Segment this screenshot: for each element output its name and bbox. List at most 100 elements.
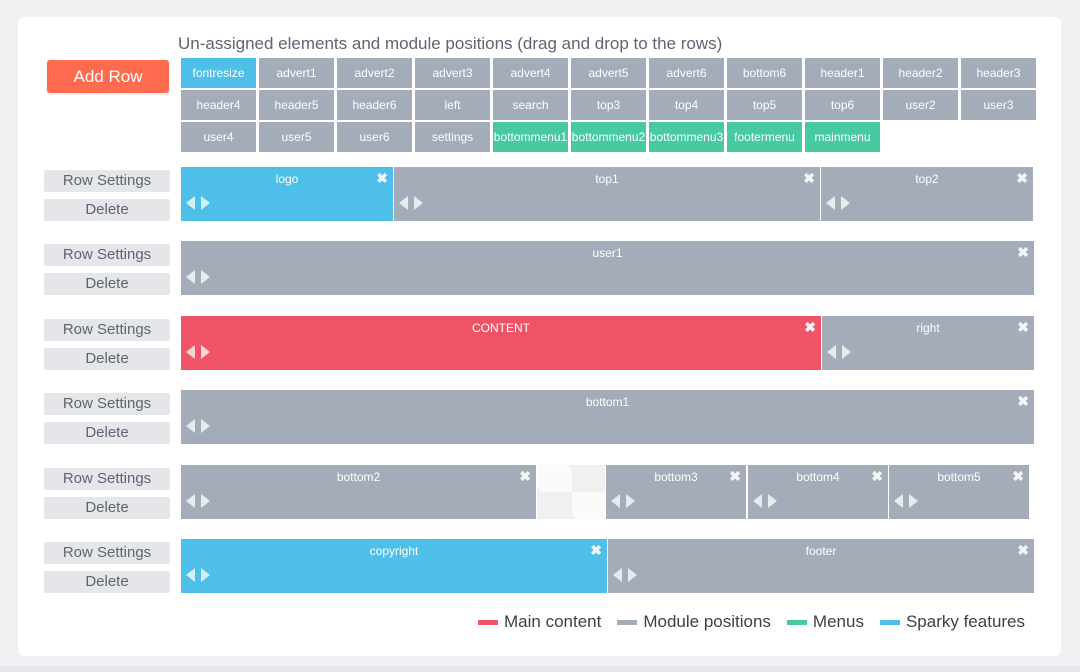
block-label: bottom1 xyxy=(585,395,630,409)
row-block-footer[interactable]: footer ✖ xyxy=(608,539,1034,593)
grow-right-icon[interactable] xyxy=(841,196,850,210)
grow-right-icon[interactable] xyxy=(628,568,637,582)
row-block-top2[interactable]: top2 ✖ xyxy=(821,167,1033,221)
unassigned-item-advert1[interactable]: advert1 xyxy=(259,58,334,88)
close-icon[interactable]: ✖ xyxy=(1016,170,1028,186)
grow-right-icon[interactable] xyxy=(414,196,423,210)
unassigned-item-mainmenu[interactable]: mainmenu xyxy=(805,122,880,152)
close-icon[interactable]: ✖ xyxy=(519,468,531,484)
row-delete-button[interactable]: Delete xyxy=(44,497,170,519)
grow-right-icon[interactable] xyxy=(201,568,210,582)
unassigned-item-header6[interactable]: header6 xyxy=(337,90,412,120)
grow-right-icon[interactable] xyxy=(909,494,918,508)
row-settings-button[interactable]: Row Settings xyxy=(44,244,170,266)
shrink-left-icon[interactable] xyxy=(186,270,195,284)
unassigned-item-advert3[interactable]: advert3 xyxy=(415,58,490,88)
unassigned-item-user3[interactable]: user3 xyxy=(961,90,1036,120)
row-block-bottom1[interactable]: bottom1 ✖ xyxy=(181,390,1034,444)
close-icon[interactable]: ✖ xyxy=(1017,542,1029,558)
close-icon[interactable]: ✖ xyxy=(804,319,816,335)
row-block-bottom3[interactable]: bottom3 ✖ xyxy=(606,465,746,519)
unassigned-item-search[interactable]: search xyxy=(493,90,568,120)
row-block-content[interactable]: CONTENT ✖ xyxy=(181,316,821,370)
shrink-left-icon[interactable] xyxy=(611,494,620,508)
close-icon[interactable]: ✖ xyxy=(590,542,602,558)
add-row-button[interactable]: Add Row xyxy=(47,60,169,93)
grow-right-icon[interactable] xyxy=(201,196,210,210)
row-delete-button[interactable]: Delete xyxy=(44,422,170,444)
row-block-user1[interactable]: user1 ✖ xyxy=(181,241,1034,295)
row-block-bottom4[interactable]: bottom4 ✖ xyxy=(748,465,888,519)
unassigned-item-advert6[interactable]: advert6 xyxy=(649,58,724,88)
row-delete-button[interactable]: Delete xyxy=(44,199,170,221)
shrink-left-icon[interactable] xyxy=(186,345,195,359)
unassigned-item-bottommenu2[interactable]: bottommenu2 xyxy=(571,122,646,152)
empty-drop-slot[interactable] xyxy=(537,465,605,519)
unassigned-item-footermenu[interactable]: footermenu xyxy=(727,122,802,152)
row-settings-button[interactable]: Row Settings xyxy=(44,170,170,192)
shrink-left-icon[interactable] xyxy=(186,494,195,508)
row-delete-button[interactable]: Delete xyxy=(44,348,170,370)
row-block-bottom5[interactable]: bottom5 ✖ xyxy=(889,465,1029,519)
grow-right-icon[interactable] xyxy=(201,494,210,508)
row-settings-button[interactable]: Row Settings xyxy=(44,319,170,341)
shrink-left-icon[interactable] xyxy=(826,196,835,210)
row-block-logo[interactable]: logo ✖ xyxy=(181,167,393,221)
close-icon[interactable]: ✖ xyxy=(803,170,815,186)
grow-right-icon[interactable] xyxy=(768,494,777,508)
row-block-bottom2[interactable]: bottom2 ✖ xyxy=(181,465,536,519)
unassigned-item-header5[interactable]: header5 xyxy=(259,90,334,120)
unassigned-item-bottom6[interactable]: bottom6 xyxy=(727,58,802,88)
unassigned-item-advert4[interactable]: advert4 xyxy=(493,58,568,88)
row-delete-button[interactable]: Delete xyxy=(44,273,170,295)
close-icon[interactable]: ✖ xyxy=(729,468,741,484)
unassigned-item-user5[interactable]: user5 xyxy=(259,122,334,152)
shrink-left-icon[interactable] xyxy=(186,419,195,433)
close-icon[interactable]: ✖ xyxy=(1012,468,1024,484)
unassigned-item-top6[interactable]: top6 xyxy=(805,90,880,120)
resize-arrows xyxy=(186,345,210,359)
close-icon[interactable]: ✖ xyxy=(376,170,388,186)
unassigned-item-user6[interactable]: user6 xyxy=(337,122,412,152)
shrink-left-icon[interactable] xyxy=(753,494,762,508)
row-block-right[interactable]: right ✖ xyxy=(822,316,1034,370)
close-icon[interactable]: ✖ xyxy=(1017,393,1029,409)
unassigned-item-header4[interactable]: header4 xyxy=(181,90,256,120)
grow-right-icon[interactable] xyxy=(201,419,210,433)
unassigned-item-left[interactable]: left xyxy=(415,90,490,120)
close-icon[interactable]: ✖ xyxy=(1017,319,1029,335)
shrink-left-icon[interactable] xyxy=(894,494,903,508)
unassigned-item-advert5[interactable]: advert5 xyxy=(571,58,646,88)
unassigned-item-top3[interactable]: top3 xyxy=(571,90,646,120)
row-settings-button[interactable]: Row Settings xyxy=(44,542,170,564)
row-delete-button[interactable]: Delete xyxy=(44,571,170,593)
shrink-left-icon[interactable] xyxy=(186,568,195,582)
close-icon[interactable]: ✖ xyxy=(871,468,883,484)
legend-item: Module positions xyxy=(617,612,771,632)
shrink-left-icon[interactable] xyxy=(827,345,836,359)
grow-right-icon[interactable] xyxy=(201,270,210,284)
unassigned-item-top5[interactable]: top5 xyxy=(727,90,802,120)
unassigned-item-fontresize[interactable]: fontresize xyxy=(181,58,256,88)
grow-right-icon[interactable] xyxy=(201,345,210,359)
shrink-left-icon[interactable] xyxy=(399,196,408,210)
unassigned-item-header3[interactable]: header3 xyxy=(961,58,1036,88)
unassigned-item-bottommenu1[interactable]: bottommenu1 xyxy=(493,122,568,152)
unassigned-item-header2[interactable]: header2 xyxy=(883,58,958,88)
unassigned-item-bottommenu3[interactable]: bottommenu3 xyxy=(649,122,724,152)
unassigned-item-user2[interactable]: user2 xyxy=(883,90,958,120)
unassigned-item-advert2[interactable]: advert2 xyxy=(337,58,412,88)
row-block-top1[interactable]: top1 ✖ xyxy=(394,167,820,221)
unassigned-item-settings[interactable]: settings xyxy=(415,122,490,152)
shrink-left-icon[interactable] xyxy=(186,196,195,210)
close-icon[interactable]: ✖ xyxy=(1017,244,1029,260)
unassigned-item-user4[interactable]: user4 xyxy=(181,122,256,152)
unassigned-item-header1[interactable]: header1 xyxy=(805,58,880,88)
grow-right-icon[interactable] xyxy=(626,494,635,508)
unassigned-item-top4[interactable]: top4 xyxy=(649,90,724,120)
grow-right-icon[interactable] xyxy=(842,345,851,359)
shrink-left-icon[interactable] xyxy=(613,568,622,582)
row-block-copyright[interactable]: copyright ✖ xyxy=(181,539,607,593)
row-settings-button[interactable]: Row Settings xyxy=(44,393,170,415)
row-settings-button[interactable]: Row Settings xyxy=(44,468,170,490)
